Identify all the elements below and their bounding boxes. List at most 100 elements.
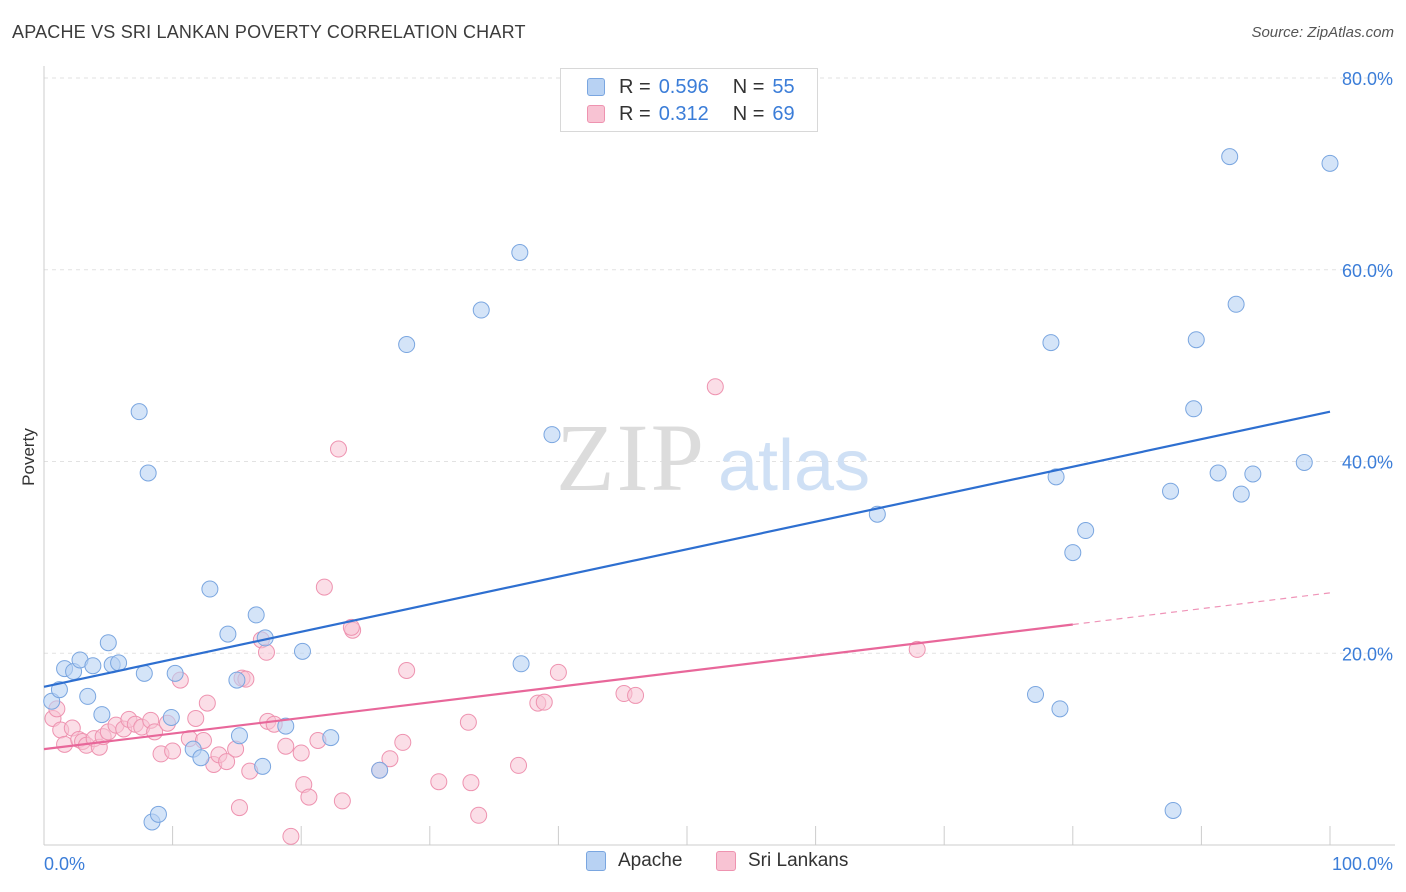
apache-point bbox=[84, 657, 102, 675]
legend-n-label: N = bbox=[732, 102, 765, 125]
apache-point bbox=[1064, 544, 1082, 562]
gridlines bbox=[44, 77, 1395, 654]
apache-point bbox=[1164, 801, 1182, 819]
apache-point bbox=[371, 761, 389, 779]
chart-title: APACHE VS SRI LANKAN POVERTY CORRELATION… bbox=[12, 22, 526, 42]
apache-point bbox=[1244, 465, 1262, 483]
srilanka-point bbox=[510, 756, 528, 774]
bottom-legend-apache: Apache bbox=[586, 850, 682, 872]
apache-trend-line bbox=[43, 410, 1331, 688]
x-ticks bbox=[172, 826, 1331, 845]
y-axis-label: Poverty bbox=[19, 428, 38, 486]
apache-point bbox=[166, 664, 184, 682]
apache-point bbox=[1232, 485, 1250, 503]
srilanka-point bbox=[198, 694, 216, 712]
apache-point bbox=[1185, 400, 1203, 418]
srilanka-point bbox=[333, 792, 351, 810]
legend-r-value: 0.596 bbox=[658, 75, 709, 98]
apache-point bbox=[322, 729, 340, 747]
legend-n-label: N = bbox=[732, 75, 765, 98]
x-tick-label: 100.0% bbox=[1332, 854, 1393, 874]
bottom-legend-swatch-srilanka bbox=[716, 851, 736, 871]
srilanka-point bbox=[398, 662, 416, 680]
srilanka-point bbox=[164, 742, 182, 760]
apache-point bbox=[192, 749, 210, 767]
apache-point bbox=[512, 655, 530, 673]
apache-point bbox=[472, 301, 490, 319]
srilanka-point bbox=[300, 788, 318, 806]
bottom-legend-srilanka: Sri Lankans bbox=[716, 850, 848, 872]
legend-swatch-apache bbox=[587, 78, 605, 96]
apache-point bbox=[93, 706, 111, 724]
srilanka-point bbox=[908, 640, 926, 658]
apache-point bbox=[219, 625, 237, 643]
apache-point bbox=[254, 757, 272, 775]
legend-row-srilanka: R = 0.312 N = 69 bbox=[587, 101, 795, 127]
bottom-legend-swatch-apache bbox=[586, 851, 606, 871]
apache-point bbox=[1221, 148, 1239, 166]
apache-point bbox=[247, 606, 265, 624]
srilanka-point bbox=[394, 733, 412, 751]
srilanka-point bbox=[462, 774, 480, 792]
apache-point bbox=[1042, 334, 1060, 352]
apache-point bbox=[230, 727, 248, 745]
watermark-zip: ZIP bbox=[556, 404, 706, 511]
srilanka-point bbox=[430, 773, 448, 791]
legend-row-apache: R = 0.596 N = 55 bbox=[587, 74, 795, 100]
srilanka-point bbox=[627, 686, 645, 704]
y-tick-label: 40.0% bbox=[1342, 453, 1393, 473]
apache-point bbox=[1051, 700, 1069, 718]
apache-point bbox=[130, 403, 148, 421]
y-tick-label: 20.0% bbox=[1342, 644, 1393, 664]
bottom-legend-label-srilanka: Sri Lankans bbox=[748, 850, 849, 871]
srilanka-point bbox=[56, 735, 74, 753]
apache-point bbox=[228, 671, 246, 689]
apache-point bbox=[79, 687, 97, 705]
srilanka-point bbox=[342, 618, 360, 636]
y-tick-labels: 20.0% 40.0% 60.0% 80.0% bbox=[1342, 69, 1393, 664]
legend-r-label: R = bbox=[619, 75, 651, 98]
srilanka-trend-extension bbox=[1072, 592, 1331, 626]
srilanka-point bbox=[218, 753, 236, 771]
apache-point bbox=[1227, 295, 1245, 313]
apache-point bbox=[1295, 453, 1313, 471]
srilanka-point bbox=[329, 440, 347, 458]
apache-point bbox=[149, 805, 167, 823]
apache-point bbox=[1321, 154, 1339, 172]
x-tick-labels: 0.0% 100.0% bbox=[44, 854, 1393, 874]
apache-point bbox=[277, 717, 295, 735]
apache-point bbox=[1162, 482, 1180, 500]
legend-swatch-srilanka bbox=[587, 105, 605, 123]
srilanka-point bbox=[230, 799, 248, 817]
legend: R = 0.596 N = 55 R = 0.312 N = 69 bbox=[560, 68, 818, 132]
x-tick-label: 0.0% bbox=[44, 854, 85, 874]
apache-point bbox=[110, 654, 128, 672]
srilanka-point bbox=[257, 643, 275, 661]
axes bbox=[43, 66, 1395, 846]
legend-r-label: R = bbox=[619, 102, 651, 125]
srilanka-point bbox=[187, 709, 205, 727]
srilanka-trend-line bbox=[43, 623, 1073, 751]
y-tick-label: 60.0% bbox=[1342, 261, 1393, 281]
apache-point bbox=[1047, 468, 1065, 486]
bottom-legend-label-apache: Apache bbox=[618, 850, 683, 871]
apache-point bbox=[135, 664, 153, 682]
y-tick-label: 80.0% bbox=[1342, 69, 1393, 89]
apache-point bbox=[398, 336, 416, 354]
apache-point bbox=[1209, 464, 1227, 482]
srilanka-point bbox=[470, 806, 488, 824]
watermark: ZIP atlas bbox=[556, 404, 870, 511]
srilanka-point bbox=[459, 713, 477, 731]
srilanka-point bbox=[277, 737, 295, 755]
srilanka-point bbox=[292, 744, 310, 762]
apache-point bbox=[1187, 331, 1205, 349]
apache-point bbox=[543, 426, 561, 444]
apache-points bbox=[43, 148, 1339, 831]
trend-lines bbox=[43, 410, 1331, 751]
legend-n-value: 69 bbox=[772, 102, 795, 125]
apache-point bbox=[162, 708, 180, 726]
apache-point bbox=[50, 681, 68, 699]
source-label: Source: ZipAtlas.com bbox=[1251, 24, 1394, 41]
srilanka-point bbox=[535, 693, 553, 711]
